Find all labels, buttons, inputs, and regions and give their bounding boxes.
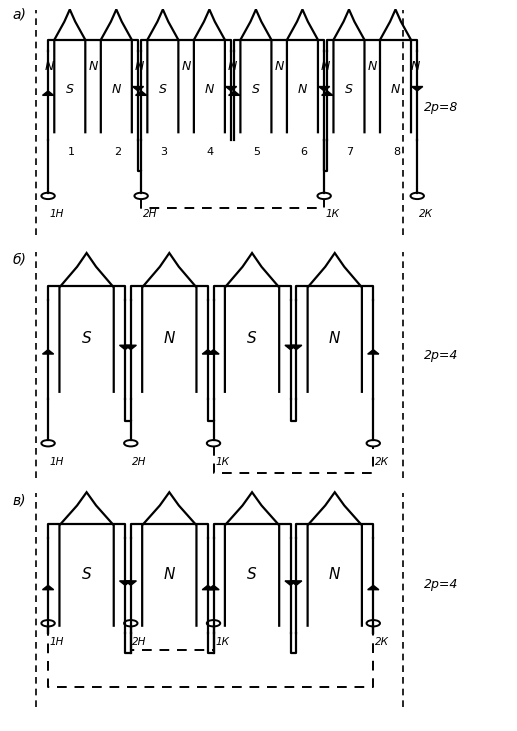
Text: N: N xyxy=(88,61,98,73)
Polygon shape xyxy=(202,586,214,590)
Polygon shape xyxy=(132,86,144,91)
Text: 2р=4: 2р=4 xyxy=(424,577,458,591)
Polygon shape xyxy=(318,86,330,91)
Polygon shape xyxy=(202,349,214,354)
Polygon shape xyxy=(225,86,237,91)
Text: S: S xyxy=(82,331,92,346)
Text: 3: 3 xyxy=(160,147,168,157)
Polygon shape xyxy=(42,586,54,590)
Text: 2: 2 xyxy=(114,147,121,157)
Text: 1H: 1H xyxy=(50,637,64,647)
Text: 2р=8: 2р=8 xyxy=(424,102,458,114)
Text: 1: 1 xyxy=(67,147,74,157)
Text: а): а) xyxy=(13,7,27,21)
Polygon shape xyxy=(119,345,131,349)
Text: N: N xyxy=(112,83,121,96)
Polygon shape xyxy=(42,349,54,354)
Polygon shape xyxy=(135,91,147,95)
Text: 2К: 2К xyxy=(375,457,389,466)
Text: 1К: 1К xyxy=(326,209,340,219)
Text: 2К: 2К xyxy=(419,209,433,219)
Polygon shape xyxy=(229,91,240,95)
Polygon shape xyxy=(119,581,131,586)
Text: N: N xyxy=(205,83,214,96)
Polygon shape xyxy=(412,86,423,91)
Text: S: S xyxy=(247,567,257,582)
Polygon shape xyxy=(208,349,219,354)
Text: 2К: 2К xyxy=(375,637,389,647)
Text: 2Н: 2Н xyxy=(143,209,157,219)
Text: S: S xyxy=(252,83,260,96)
Text: N: N xyxy=(228,61,237,73)
Text: N: N xyxy=(135,61,144,73)
Text: N: N xyxy=(275,61,284,73)
Polygon shape xyxy=(368,349,379,354)
Polygon shape xyxy=(285,581,296,586)
Polygon shape xyxy=(291,345,302,349)
Text: 6: 6 xyxy=(300,147,307,157)
Text: N: N xyxy=(163,331,175,346)
Text: N: N xyxy=(368,61,377,73)
Text: 8: 8 xyxy=(393,147,400,157)
Polygon shape xyxy=(368,586,379,590)
Text: N: N xyxy=(391,83,400,96)
Text: 2р=4: 2р=4 xyxy=(424,349,458,362)
Text: 1H: 1H xyxy=(50,457,64,466)
Polygon shape xyxy=(285,345,296,349)
Text: N: N xyxy=(329,567,341,582)
Text: N: N xyxy=(411,61,420,73)
Text: N: N xyxy=(329,331,341,346)
Text: S: S xyxy=(247,331,257,346)
Text: в): в) xyxy=(13,493,26,507)
Text: N: N xyxy=(181,61,191,73)
Polygon shape xyxy=(322,91,333,95)
Text: S: S xyxy=(82,567,92,582)
Text: S: S xyxy=(345,83,353,96)
Text: 5: 5 xyxy=(253,147,261,157)
Text: 1К: 1К xyxy=(215,457,229,466)
Polygon shape xyxy=(125,345,136,349)
Polygon shape xyxy=(42,91,54,95)
Polygon shape xyxy=(291,581,302,586)
Text: N: N xyxy=(163,567,175,582)
Text: S: S xyxy=(159,83,167,96)
Text: 1H: 1H xyxy=(50,209,64,219)
Text: N: N xyxy=(45,61,54,73)
Text: б): б) xyxy=(13,252,27,266)
Text: 7: 7 xyxy=(346,147,354,157)
Text: 2H: 2H xyxy=(132,637,147,647)
Polygon shape xyxy=(125,581,136,586)
Text: S: S xyxy=(66,83,74,96)
Text: 2H: 2H xyxy=(132,457,147,466)
Text: 4: 4 xyxy=(207,147,214,157)
Text: N: N xyxy=(298,83,307,96)
Polygon shape xyxy=(208,586,219,590)
Text: N: N xyxy=(321,61,330,73)
Text: 1К: 1К xyxy=(215,637,229,647)
